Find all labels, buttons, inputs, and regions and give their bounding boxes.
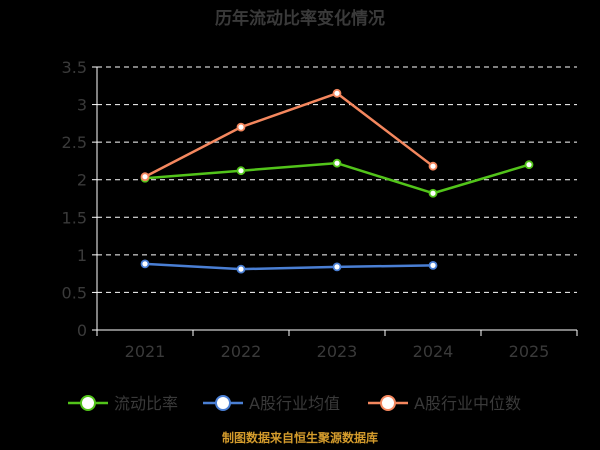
y-axis: 0 0.5 1 1.5 2 2.5 3 3.5 — [62, 58, 98, 340]
x-tick-label: 2023 — [317, 342, 358, 361]
x-axis: 2021 2022 2023 2024 2025 — [96, 329, 578, 361]
x-tick-label: 2025 — [509, 342, 550, 361]
y-tick-label: 1.5 — [62, 208, 87, 227]
y-tick-label: 3 — [77, 96, 87, 115]
y-tick-label: 1 — [77, 246, 87, 265]
legend-label: A股行业中位数 — [414, 394, 521, 413]
data-point[interactable] — [332, 158, 342, 168]
data-point[interactable] — [428, 188, 438, 198]
x-tick-label: 2021 — [125, 342, 166, 361]
data-point[interactable] — [140, 259, 150, 269]
x-tick-label: 2024 — [413, 342, 454, 361]
data-point[interactable] — [428, 260, 438, 270]
y-tick-label: 0.5 — [62, 283, 87, 302]
legend[interactable]: 流动比率 A股行业均值 A股行业中位数 — [68, 394, 521, 413]
data-point[interactable] — [236, 122, 246, 132]
series-line — [144, 161, 530, 195]
series-0 — [140, 158, 534, 198]
series-layer — [140, 88, 534, 274]
source-note: 制图数据来自恒生聚源数据库 — [222, 430, 378, 445]
data-point[interactable] — [428, 161, 438, 171]
data-point[interactable] — [332, 262, 342, 272]
series-1 — [140, 259, 438, 274]
grid — [97, 66, 577, 293]
legend-item[interactable]: A股行业中位数 — [368, 394, 521, 413]
y-tick-label: 0 — [77, 321, 87, 340]
data-point[interactable] — [236, 264, 246, 274]
y-tick-label: 3.5 — [62, 58, 87, 77]
y-tick-label: 2 — [77, 171, 87, 190]
series-line — [144, 262, 434, 271]
chart-title: 历年流动比率变化情况 — [215, 8, 385, 29]
data-point[interactable] — [140, 172, 150, 182]
legend-item[interactable]: 流动比率 — [68, 394, 178, 413]
y-tick-label: 2.5 — [62, 133, 87, 152]
data-point[interactable] — [236, 166, 246, 176]
legend-marker — [380, 395, 396, 411]
legend-label: A股行业均值 — [249, 394, 340, 413]
legend-marker — [215, 395, 231, 411]
legend-marker — [80, 395, 96, 411]
series-line — [144, 92, 434, 178]
legend-item[interactable]: A股行业均值 — [203, 394, 340, 413]
series-2 — [140, 88, 438, 182]
data-point[interactable] — [332, 88, 342, 98]
data-point[interactable] — [524, 160, 534, 170]
legend-label: 流动比率 — [114, 394, 178, 413]
x-tick-label: 2022 — [221, 342, 262, 361]
